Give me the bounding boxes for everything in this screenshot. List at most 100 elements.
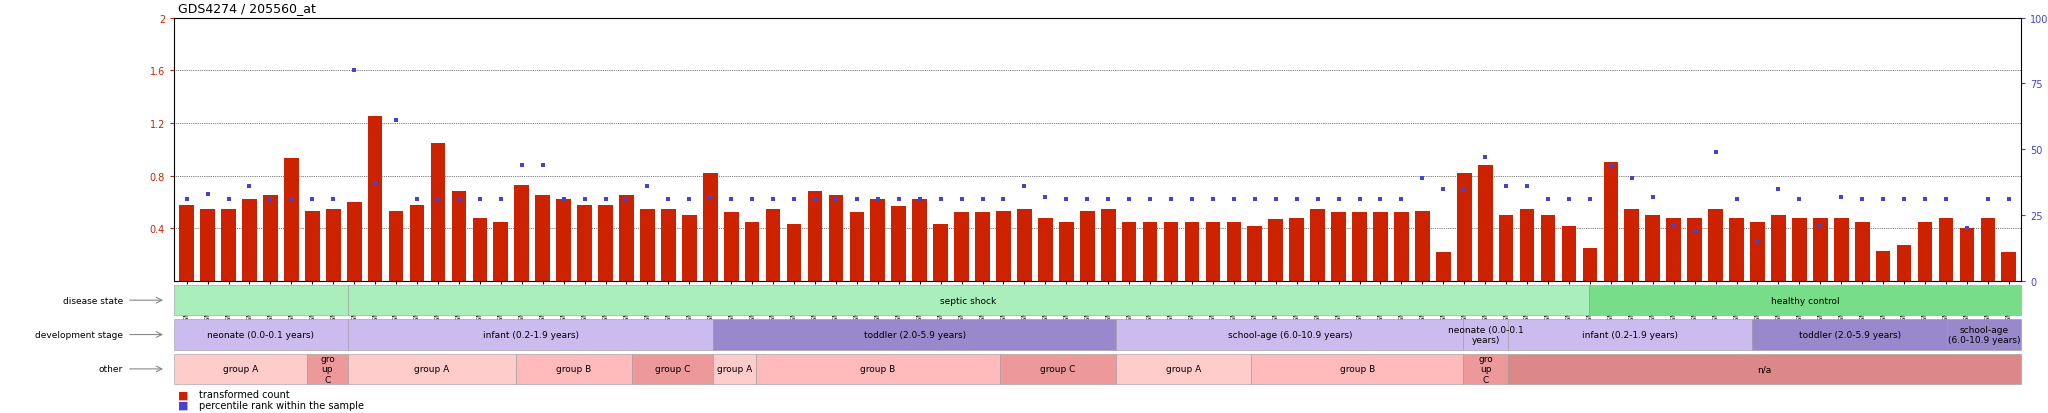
Bar	[1372, 213, 1389, 281]
Point	[547, 197, 580, 203]
Bar	[1876, 251, 1890, 281]
Point	[590, 197, 623, 203]
Point	[1888, 197, 1921, 203]
Point	[1657, 223, 1690, 229]
Bar	[1290, 218, 1305, 281]
Bar	[535, 196, 551, 281]
Bar	[745, 222, 760, 281]
Text: neonate (0.0-0.1
years): neonate (0.0-0.1 years)	[1448, 325, 1524, 344]
Point	[778, 197, 811, 203]
Point	[1929, 197, 1962, 203]
Text: toddler (2.0-5.9 years): toddler (2.0-5.9 years)	[1798, 330, 1901, 339]
Bar	[1772, 216, 1786, 281]
Bar	[1520, 209, 1534, 281]
Point	[358, 181, 391, 188]
Bar	[870, 200, 885, 281]
Point	[651, 197, 684, 203]
Point	[485, 197, 518, 203]
Point	[170, 197, 203, 203]
Point	[840, 197, 872, 203]
Bar	[1102, 209, 1116, 281]
Bar	[1980, 218, 1995, 281]
Bar	[1604, 163, 1618, 281]
Point	[1804, 223, 1837, 229]
Point	[1051, 197, 1083, 203]
Point	[1909, 197, 1942, 203]
Point	[694, 194, 727, 200]
Bar	[1624, 209, 1638, 281]
Point	[987, 197, 1020, 203]
Text: group A: group A	[414, 365, 449, 373]
Text: toddler (2.0-5.9 years): toddler (2.0-5.9 years)	[864, 330, 967, 339]
Point	[1364, 197, 1397, 203]
Bar	[346, 202, 362, 281]
Point	[1112, 197, 1145, 203]
Bar	[1751, 222, 1765, 281]
Point	[799, 197, 831, 203]
Point	[1845, 197, 1878, 203]
Point	[1239, 197, 1272, 203]
Point	[190, 191, 223, 198]
Bar	[1018, 209, 1032, 281]
Point	[1196, 197, 1229, 203]
Bar	[389, 211, 403, 281]
Bar	[682, 216, 696, 281]
Bar	[598, 205, 612, 281]
Point	[1071, 197, 1104, 203]
Bar	[2001, 252, 2015, 281]
Bar	[1812, 218, 1827, 281]
Point	[1427, 186, 1460, 192]
Bar	[1227, 222, 1241, 281]
Point	[1972, 197, 2005, 203]
Bar	[891, 206, 905, 281]
Bar	[1184, 222, 1200, 281]
Text: gro
up
C: gro up C	[319, 354, 334, 384]
Bar	[514, 185, 528, 281]
Bar	[829, 196, 844, 281]
Bar	[578, 205, 592, 281]
Bar	[911, 200, 928, 281]
Text: neonate (0.0-0.1 years): neonate (0.0-0.1 years)	[207, 330, 315, 339]
Point	[819, 197, 852, 203]
Text: school-age
(6.0-10.9 years): school-age (6.0-10.9 years)	[1948, 325, 2021, 344]
Text: n/a: n/a	[1757, 365, 1772, 373]
Point	[1260, 197, 1292, 203]
Text: group A: group A	[717, 365, 752, 373]
Point	[1008, 183, 1040, 190]
Bar	[807, 192, 823, 281]
Bar	[1311, 209, 1325, 281]
Bar	[1456, 173, 1473, 281]
Point	[1300, 197, 1333, 203]
Bar	[1038, 218, 1053, 281]
Point	[1028, 194, 1061, 200]
Bar	[1563, 226, 1577, 281]
Bar	[242, 200, 256, 281]
Point	[862, 197, 895, 203]
Point	[1784, 197, 1817, 203]
Bar	[1206, 222, 1221, 281]
Point	[1135, 197, 1167, 203]
Bar	[1479, 166, 1493, 281]
Bar	[850, 213, 864, 281]
Bar	[180, 205, 195, 281]
Bar	[369, 117, 383, 281]
Point	[1993, 197, 2025, 203]
Bar	[1247, 226, 1262, 281]
Bar	[473, 218, 487, 281]
Bar	[1352, 213, 1366, 281]
Point	[1217, 197, 1249, 203]
Bar	[1708, 209, 1722, 281]
Bar	[326, 209, 340, 281]
Point	[295, 197, 328, 203]
Text: group B: group B	[860, 365, 895, 373]
Point	[1343, 197, 1376, 203]
Bar	[1540, 216, 1554, 281]
Point	[1616, 176, 1649, 182]
Text: healthy control: healthy control	[1772, 296, 1839, 305]
Point	[213, 197, 246, 203]
Text: group A: group A	[223, 365, 258, 373]
Point	[1448, 186, 1481, 192]
Point	[463, 197, 496, 203]
Bar	[1079, 211, 1094, 281]
Text: septic shock: septic shock	[940, 296, 997, 305]
